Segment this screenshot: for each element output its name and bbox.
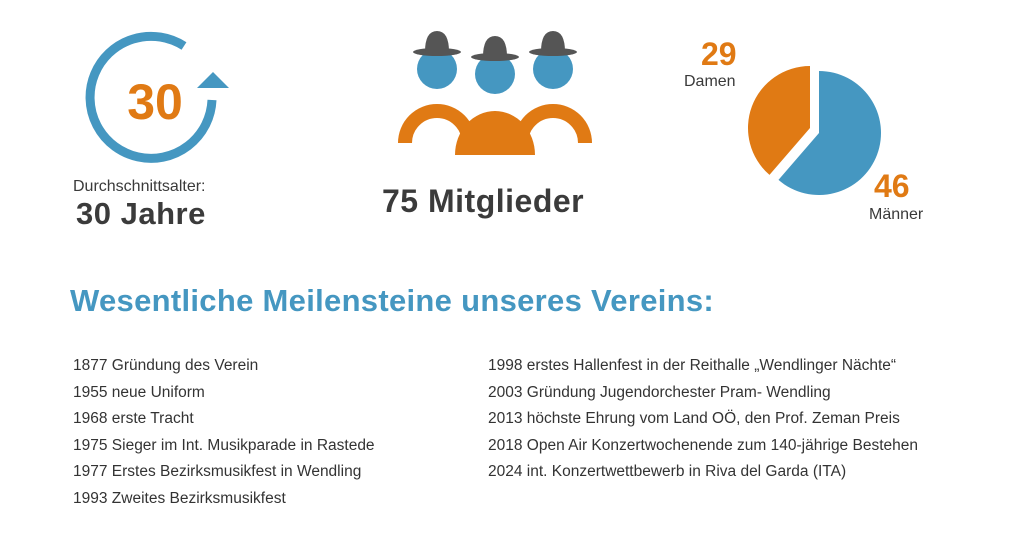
pie-value-maenner: 46 — [874, 168, 910, 204]
milestones-right-list: 1998 erstes Hallenfest in der Reithalle … — [488, 353, 918, 486]
pie-value-damen: 29 — [701, 36, 737, 72]
average-age-icon-number: 30 — [127, 74, 183, 130]
milestone-item: 2018 Open Air Konzertwochenende zum 140-… — [488, 436, 918, 454]
circular-arrow-icon: 30 — [85, 31, 229, 163]
milestone-item: 2003 Gründung Jugendorchester Pram- Wend… — [488, 383, 831, 401]
milestone-item: 2013 höchste Ehrung vom Land OÖ, den Pro… — [488, 410, 900, 428]
average-age-label: Durchschnittsalter: — [73, 178, 206, 195]
pie-label-maenner: Männer — [869, 206, 924, 223]
milestone-item: 1993 Zweites Bezirksmusikfest — [73, 489, 286, 507]
pie-slice-damen — [748, 66, 810, 175]
milestone-item: 1977 Erstes Bezirksmusikfest in Wendling — [73, 463, 362, 481]
milestones-left-list: 1877 Gründung des Verein 1955 neue Unifor… — [73, 353, 375, 513]
members-group-icon — [398, 31, 592, 155]
milestone-item: 1968 erste Tracht — [73, 410, 194, 428]
pie-slice-maenner — [778, 71, 881, 196]
average-age-value: 30 Jahre — [76, 196, 206, 231]
milestone-item: 1877 Gründung des Verein — [73, 357, 259, 374]
milestone-item: 1975 Sieger im Int. Musikparade in Raste… — [73, 436, 375, 454]
pie-label-damen: Damen — [684, 73, 736, 90]
milestones-heading: Wesentliche Meilensteine unseres Vereins… — [70, 283, 715, 318]
members-value: 75 Mitglieder — [382, 183, 585, 219]
milestone-item: 1955 neue Uniform — [73, 383, 205, 401]
milestone-item: 2024 int. Konzertwettbewerb in Riva del … — [488, 463, 847, 481]
milestone-item: 1998 erstes Hallenfest in der Reithalle … — [488, 357, 897, 374]
gender-pie-chart — [748, 66, 881, 196]
